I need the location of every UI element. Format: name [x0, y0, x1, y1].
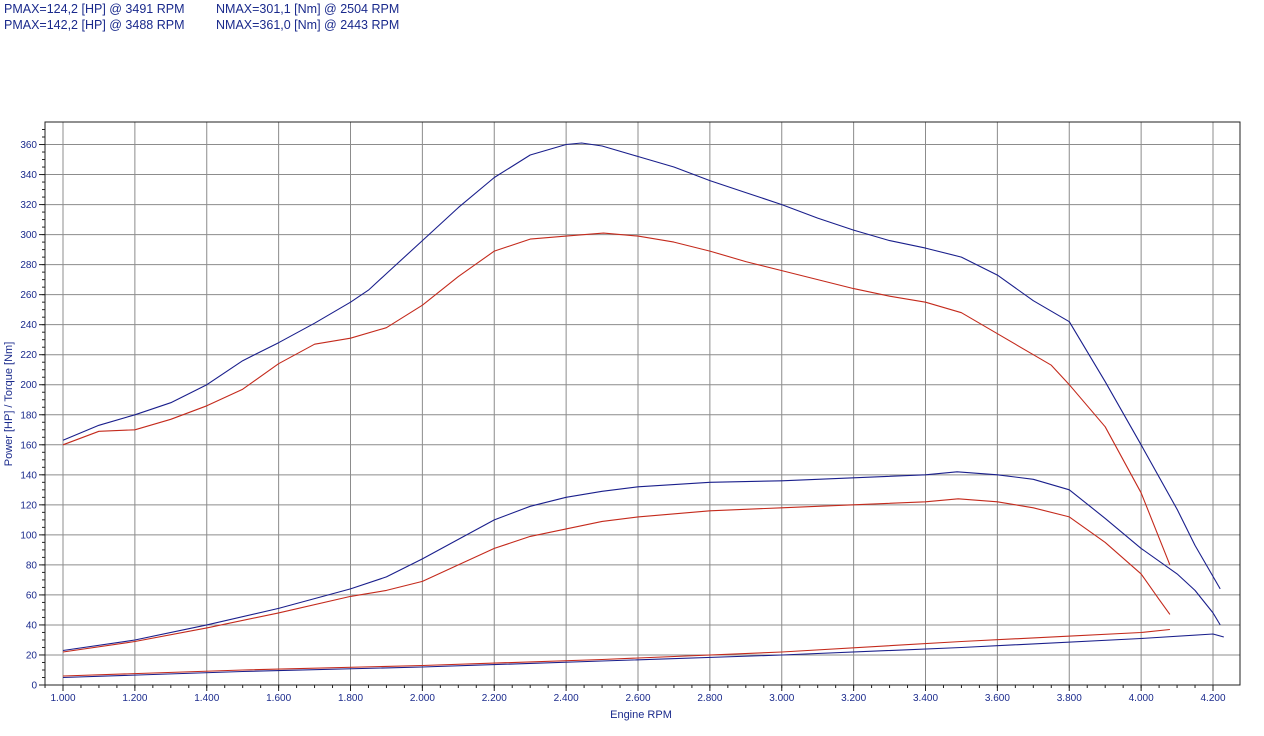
- x-tick-label: 1.400: [194, 693, 219, 704]
- pmax-label-1: PMAX=124,2 [HP] @ 3491 RPM: [4, 2, 185, 16]
- y-tick-label: 100: [20, 530, 37, 541]
- x-tick-label: 2.400: [554, 693, 579, 704]
- y-tick-label: 360: [20, 140, 37, 151]
- y-tick-label: 340: [20, 170, 37, 181]
- y-axis-label: Power [HP] / Torque [Nm]: [3, 342, 15, 467]
- x-tick-label: 3.600: [985, 693, 1010, 704]
- series-line-6: [62, 628, 1170, 677]
- series-line-3: [62, 471, 1221, 652]
- x-tick-label: 3.400: [913, 693, 938, 704]
- x-axis-ticks: 1.000 1.200 1.400 1.600 1.800 2.000 2.200 2.400…: [44, 685, 1226, 704]
- x-tick-label: 2.600: [625, 693, 650, 704]
- series-line-4: [62, 498, 1171, 653]
- x-tick-label: 3.000: [769, 693, 794, 704]
- y-tick-label: 40: [26, 620, 38, 631]
- x-tick-label: 1.200: [122, 693, 147, 704]
- nmax-label-1: NMAX=301,1 [Nm] @ 2504 RPM: [216, 2, 400, 16]
- y-tick-label: 120: [20, 500, 37, 511]
- series-line-1: [62, 142, 1221, 590]
- x-tick-label: 3.800: [1057, 693, 1082, 704]
- x-tick-label: 3.200: [841, 693, 866, 704]
- y-tick-label: 240: [20, 320, 37, 331]
- y-tick-label: 80: [26, 560, 38, 571]
- y-tick-label: 200: [20, 380, 37, 391]
- y-tick-label: 20: [26, 650, 38, 661]
- x-tick-label: 2.200: [482, 693, 507, 704]
- x-tick-label: 4.200: [1200, 693, 1225, 704]
- y-tick-label: 300: [20, 230, 37, 241]
- nmax-label-2: NMAX=361,0 [Nm] @ 2443 RPM: [216, 18, 400, 32]
- x-tick-label: 1.800: [338, 693, 363, 704]
- x-tick-label: 2.000: [410, 693, 435, 704]
- series-line-2: [62, 232, 1171, 566]
- x-tick-label: 2.800: [697, 693, 722, 704]
- x-axis-label: Engine RPM: [610, 709, 672, 721]
- x-tick-label: 4.000: [1129, 693, 1154, 704]
- series-line-5: [62, 633, 1224, 679]
- y-tick-label: 180: [20, 410, 37, 421]
- y-tick-label: 160: [20, 440, 37, 451]
- chart-series: [62, 142, 1224, 679]
- y-tick-label: 0: [31, 681, 37, 692]
- y-tick-label: 140: [20, 470, 37, 481]
- y-tick-label: 280: [20, 260, 37, 271]
- plot-frame: [44, 121, 1241, 686]
- y-axis-ticks: 0 20 40 60 80 100 120 140 160 180 200 220 240 260 280 3…: [20, 129, 45, 692]
- x-tick-label: 1.000: [50, 693, 75, 704]
- y-tick-label: 220: [20, 350, 37, 361]
- pmax-label-2: PMAX=142,2 [HP] @ 3488 RPM: [4, 18, 185, 32]
- y-tick-label: 320: [20, 200, 37, 211]
- y-tick-label: 60: [26, 590, 38, 601]
- x-tick-label: 1.600: [266, 693, 291, 704]
- y-tick-label: 260: [20, 290, 37, 301]
- chart-grid: [45, 122, 1240, 685]
